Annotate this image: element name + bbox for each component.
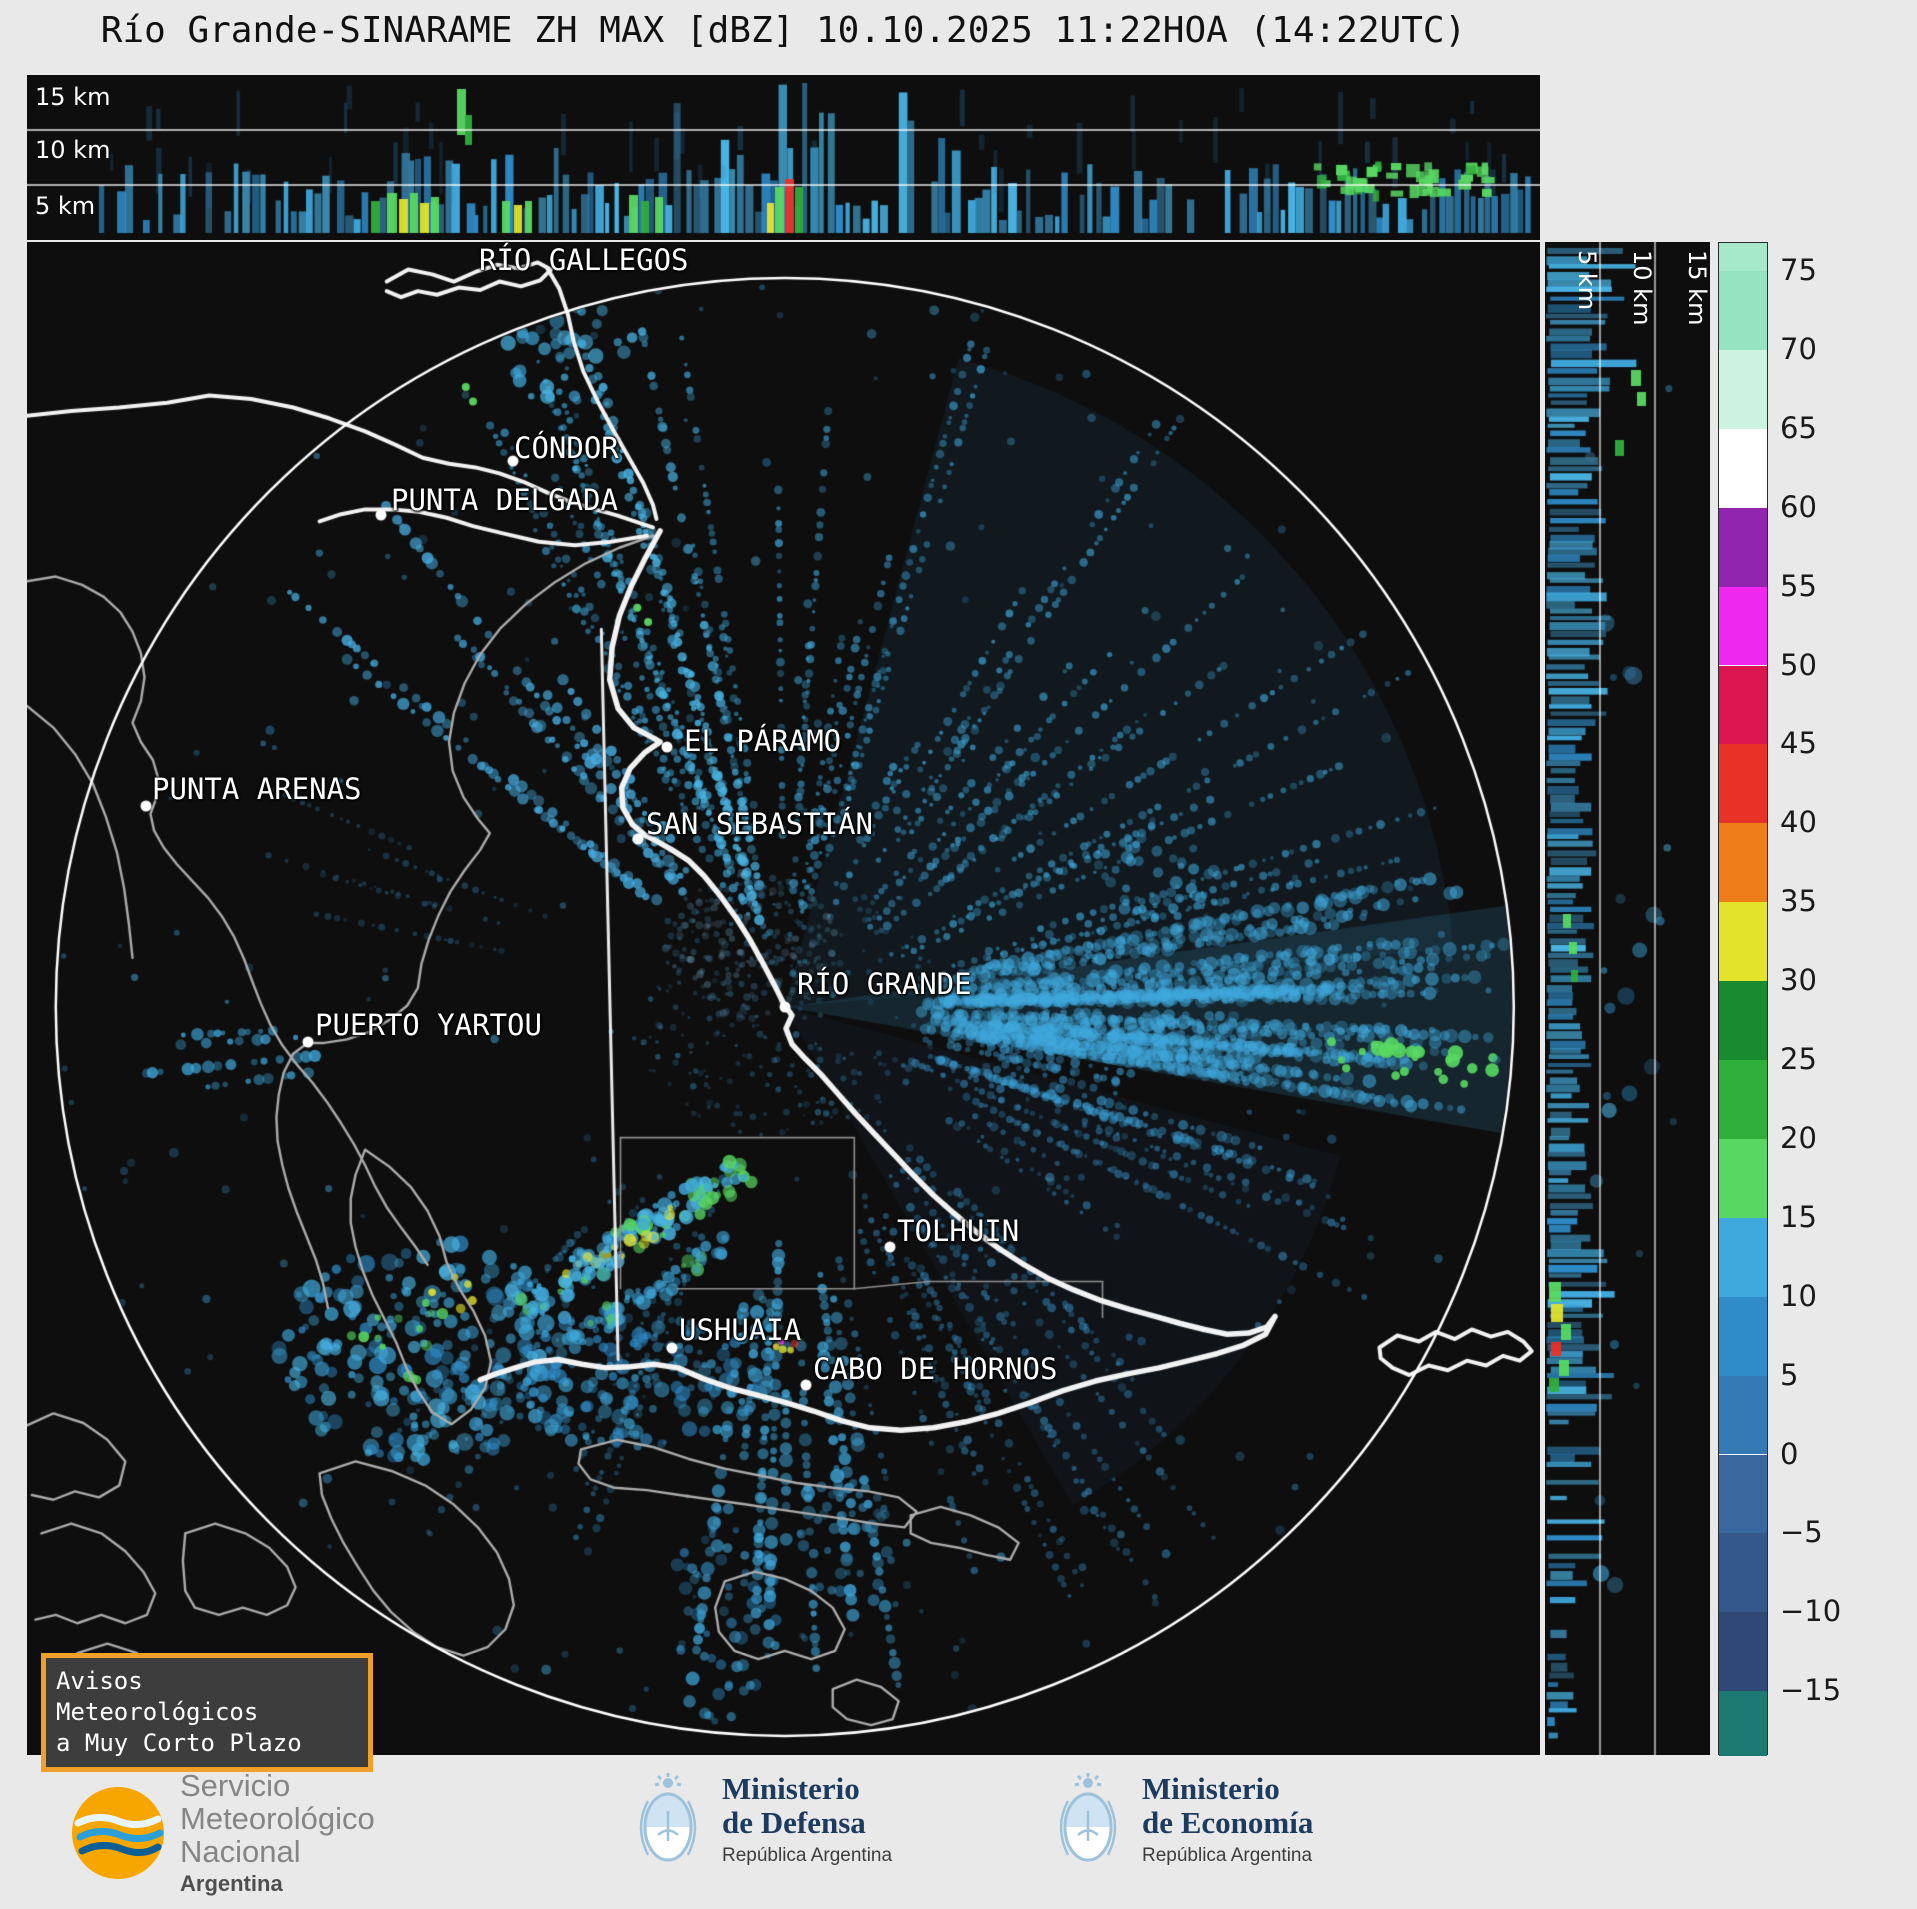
height-label-15km: 15 km <box>35 83 111 111</box>
colorbar-tick-label: 45 <box>1780 726 1817 761</box>
smn-line-2: Meteorológico <box>180 1801 375 1836</box>
height-label-10km-vertical: 10 km <box>1628 250 1656 326</box>
coat-of-arms-icon <box>639 1773 697 1862</box>
footer: Servicio Meteorológico Nacional Argentin… <box>0 1755 1917 1909</box>
smn-text: Servicio Meteorológico Nacional Argentin… <box>180 1769 375 1897</box>
city-label-punta-delgada: PUNTA DELGADA <box>391 483 618 517</box>
ministry-name-line-1: Ministerio <box>722 1770 860 1806</box>
colorbar-segment <box>1719 271 1767 350</box>
city-label-cóndor: CÓNDOR <box>514 431 619 465</box>
dbz-colorbar <box>1718 242 1768 1756</box>
colorbar-segment <box>1719 507 1767 587</box>
city-label-ushuaia: USHUAIA <box>679 1313 802 1347</box>
city-label-cabo-de-hornos: CABO DE HORNOS <box>813 1352 1058 1386</box>
colorbar-tick-label: 50 <box>1780 647 1817 682</box>
colorbar-segment <box>1719 823 1767 903</box>
smn-logo-block: Servicio Meteorológico Nacional Argentin… <box>70 1769 375 1897</box>
colorbar-tick-label: 65 <box>1780 410 1817 445</box>
colorbar-segment <box>1719 744 1767 824</box>
colorbar-tick-label: 70 <box>1780 331 1817 366</box>
colorbar-segment <box>1719 1454 1767 1534</box>
colorbar-segment <box>1719 1375 1767 1455</box>
colorbar-tick-label: 5 <box>1780 1357 1799 1392</box>
colorbar-segment <box>1719 428 1767 508</box>
cross-section-top-panel: 15 km 10 km 5 km <box>27 75 1540 240</box>
city-label-punta-arenas: PUNTA ARENAS <box>152 772 362 806</box>
smn-line-3: Nacional <box>180 1834 301 1869</box>
height-label-5km-vertical: 5 km <box>1573 250 1601 311</box>
ministry-name-line-2: de Defensa <box>722 1804 866 1840</box>
radar-map-canvas <box>27 242 1540 1755</box>
colorbar-segment <box>1719 1138 1767 1218</box>
colorbar-tick-label: 60 <box>1780 489 1817 524</box>
smn-line-1: Servicio <box>180 1768 291 1803</box>
city-label-tolhuin: TOLHUIN <box>897 1214 1020 1248</box>
colorbar-tick-label: 75 <box>1780 253 1817 287</box>
colorbar-segment <box>1719 665 1767 745</box>
colorbar-tick-label: −15 <box>1780 1673 1842 1708</box>
colorbar-segment <box>1719 1612 1767 1692</box>
colorbar-tick-label: 0 <box>1780 1436 1799 1471</box>
colorbar-tick-label: 10 <box>1780 1278 1817 1313</box>
colorbar-segment <box>1719 1060 1767 1139</box>
cross-section-right-panel: 5 km 10 km 15 km <box>1545 242 1711 1755</box>
city-label-río-gallegos: RÍO GALLEGOS <box>479 243 689 277</box>
colorbar-segment <box>1719 981 1767 1060</box>
colorbar-tick-label: 30 <box>1780 963 1817 998</box>
colorbar-segment <box>1719 1296 1767 1376</box>
colorbar-segment <box>1719 1533 1767 1613</box>
smn-country: Argentina <box>180 1871 283 1896</box>
page-title: Río Grande-SINARAME ZH MAX [dBZ] 10.10.2… <box>100 10 1467 51</box>
height-label-15km-vertical: 15 km <box>1683 250 1711 326</box>
coat-of-arms-icon <box>1059 1773 1117 1862</box>
height-label-10km: 10 km <box>35 136 111 164</box>
ministry-name-line-1: Ministerio <box>1142 1770 1280 1806</box>
city-label-el-páramo: EL PÁRAMO <box>684 724 842 758</box>
cross-section-right-canvas <box>1545 242 1710 1755</box>
colorbar-tick-label: 25 <box>1780 1042 1817 1076</box>
height-label-5km: 5 km <box>35 192 96 220</box>
ministry-economia-block: Ministerio de Economía República Argenti… <box>1050 1771 1313 1867</box>
colorbar-tick-label: 15 <box>1780 1199 1817 1234</box>
colorbar-segment <box>1719 1691 1767 1756</box>
dbz-colorbar-tick-labels: 75 70 65 60 55 50 45 40 35 30 25 20 15 10 5 0 −5 −10 −15 <box>1780 242 1910 1755</box>
warning-line-1: Avisos Meteorológicos <box>56 1667 259 1726</box>
colorbar-tick-label: 55 <box>1780 568 1817 603</box>
ministry-subtitle: República Argentina <box>722 1844 893 1866</box>
city-label-río-grande: RÍO GRANDE <box>797 967 972 1001</box>
colorbar-segment <box>1719 586 1767 666</box>
ministry-defensa-block: Ministerio de Defensa República Argentin… <box>630 1771 892 1867</box>
cross-section-top-canvas <box>27 75 1540 240</box>
city-label-san-sebastián: SAN SEBASTIÁN <box>646 807 873 841</box>
warning-line-2: a Muy Corto Plazo <box>56 1729 302 1757</box>
colorbar-segment <box>1719 902 1767 982</box>
colorbar-tick-label: 20 <box>1780 1120 1817 1155</box>
warning-box: Avisos Meteorológicos a Muy Corto Plazo <box>41 1653 373 1772</box>
ministry-subtitle: República Argentina <box>1142 1844 1313 1866</box>
colorbar-tick-label: 40 <box>1780 805 1817 840</box>
smn-logo-icon <box>72 1787 164 1879</box>
colorbar-segment <box>1719 349 1767 429</box>
colorbar-tick-label: 35 <box>1780 884 1817 919</box>
colorbar-tick-label: −5 <box>1780 1515 1823 1550</box>
city-label-puerto-yartou: PUERTO YARTOU <box>315 1008 542 1042</box>
colorbar-segment <box>1719 1217 1767 1297</box>
colorbar-segment <box>1719 243 1767 271</box>
ministry-name-line-2: de Economía <box>1142 1804 1314 1840</box>
colorbar-tick-label: −10 <box>1780 1594 1842 1629</box>
radar-map-panel: RÍO GALLEGOS CÓNDOR PUNTA DELGADA EL PÁRAMO… <box>27 242 1540 1772</box>
